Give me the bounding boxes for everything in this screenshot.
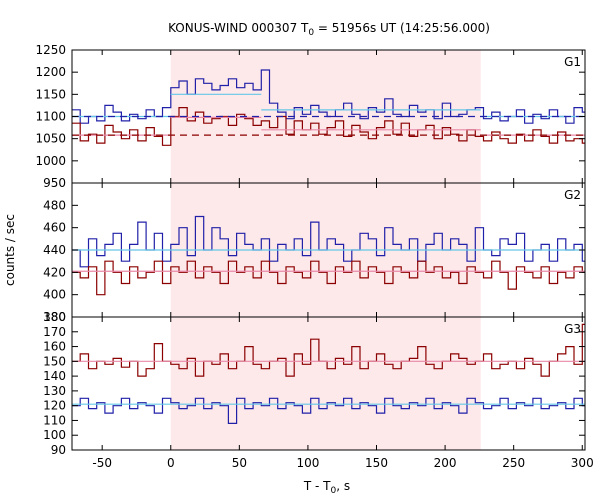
y-tick-label-g1: 1050 — [35, 132, 66, 146]
panel-label-g3: G3 — [564, 322, 581, 336]
x-tick-label: 50 — [232, 456, 247, 470]
x-tick-label: 300 — [571, 456, 594, 470]
x-axis-title-main: T - T — [303, 479, 331, 493]
y-tick-label-g3: 140 — [43, 369, 66, 383]
y-tick-label-g1: 1200 — [35, 65, 66, 79]
series-dark_red-step-g2 — [72, 260, 585, 296]
chart-title-sub: 0 — [308, 28, 314, 38]
y-tick-label-g2: 420 — [43, 265, 66, 279]
x-tick-label: -50 — [92, 456, 112, 470]
plot-layer: 950100010501100115012001250G138040042044… — [35, 43, 593, 470]
y-tick-label-g2: 400 — [43, 288, 66, 302]
chart-title-main: KONUS-WIND 000307 T — [168, 21, 309, 35]
series-dark_red-step-g3 — [72, 323, 585, 377]
panel-label-g2: G2 — [564, 188, 581, 202]
y-tick-label-g1: 1000 — [35, 154, 66, 168]
series-blue-step-g2 — [72, 215, 585, 268]
y-tick-label-g3: 170 — [43, 325, 66, 339]
y-tick-label-g3: 180 — [43, 310, 66, 324]
x-tick-label: 100 — [296, 456, 319, 470]
panel-label-g1: G1 — [564, 55, 581, 69]
x-tick-label: 250 — [502, 456, 525, 470]
panel-frame-g3 — [71, 316, 586, 451]
y-tick-label-g3: 130 — [43, 384, 66, 398]
y-tick-label-g1: 950 — [43, 176, 66, 190]
x-tick-label: 200 — [434, 456, 457, 470]
y-tick-label-g1: 1250 — [35, 43, 66, 57]
x-axis-title-rest: , s — [336, 479, 350, 493]
y-tick-label-g1: 1100 — [35, 110, 66, 124]
x-axis-title-sub: 0 — [331, 486, 337, 496]
x-tick-label: 150 — [365, 456, 388, 470]
y-tick-label-g3: 90 — [51, 443, 66, 457]
y-tick-label-g3: 150 — [43, 354, 66, 368]
chart-title-rest: = 51956s UT (14:25:56.000) — [314, 21, 490, 35]
series-blue-step-g3 — [72, 397, 585, 424]
x-axis-title: T - T0, s — [303, 479, 350, 496]
y-tick-label-g3: 110 — [43, 413, 66, 427]
y-tick-label-g2: 380 — [43, 310, 66, 324]
chart-title: KONUS-WIND 000307 T0 = 51956s UT (14:25:… — [168, 21, 490, 38]
y-tick-label-g2: 460 — [43, 221, 66, 235]
y-axis-title: counts / sec — [3, 214, 17, 286]
y-tick-label-g2: 480 — [43, 198, 66, 212]
y-tick-label-g3: 160 — [43, 340, 66, 354]
series-dark_red-step-g1 — [72, 107, 585, 146]
panel-g1: 950 1000 1050 1100 1150 1200 1250 G1 — [35, 43, 586, 190]
y-tick-label-g3: 120 — [43, 399, 66, 413]
y-tick-label-g3: 100 — [43, 428, 66, 442]
y-tick-label-g1: 1150 — [35, 87, 66, 101]
y-tick-label-g2: 440 — [43, 243, 66, 257]
x-tick-label: 0 — [167, 456, 175, 470]
